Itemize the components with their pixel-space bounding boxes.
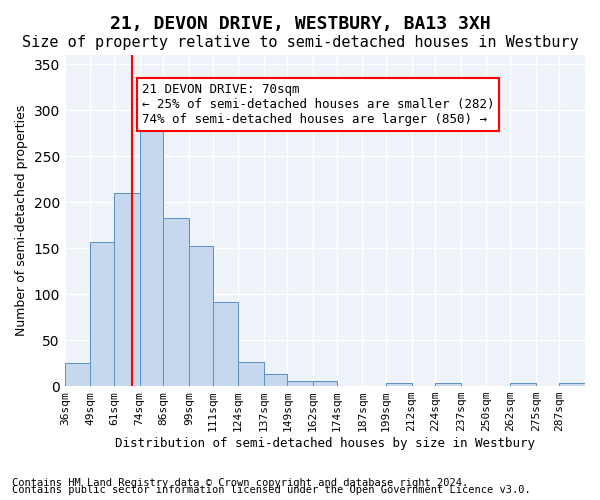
Y-axis label: Number of semi-detached properties: Number of semi-detached properties <box>15 105 28 336</box>
Bar <box>163 218 189 386</box>
Text: Contains HM Land Registry data © Crown copyright and database right 2024.: Contains HM Land Registry data © Crown c… <box>12 478 468 488</box>
Bar <box>65 363 91 386</box>
Bar <box>435 384 461 386</box>
Bar <box>238 362 264 386</box>
Bar <box>386 384 412 386</box>
Text: 21, DEVON DRIVE, WESTBURY, BA13 3XH: 21, DEVON DRIVE, WESTBURY, BA13 3XH <box>110 15 490 33</box>
Bar <box>510 384 536 386</box>
Bar <box>189 246 212 386</box>
Text: 21 DEVON DRIVE: 70sqm
← 25% of semi-detached houses are smaller (282)
74% of sem: 21 DEVON DRIVE: 70sqm ← 25% of semi-deta… <box>142 82 494 126</box>
Text: Contains public sector information licensed under the Open Government Licence v3: Contains public sector information licen… <box>12 485 531 495</box>
Bar <box>287 380 313 386</box>
Bar <box>91 242 114 386</box>
Bar <box>559 384 585 386</box>
Bar <box>140 122 163 386</box>
Text: Size of property relative to semi-detached houses in Westbury: Size of property relative to semi-detach… <box>22 35 578 50</box>
Bar <box>264 374 287 386</box>
Bar <box>212 302 238 386</box>
Bar <box>559 384 585 386</box>
X-axis label: Distribution of semi-detached houses by size in Westbury: Distribution of semi-detached houses by … <box>115 437 535 450</box>
Bar <box>114 193 140 386</box>
Bar <box>313 382 337 386</box>
